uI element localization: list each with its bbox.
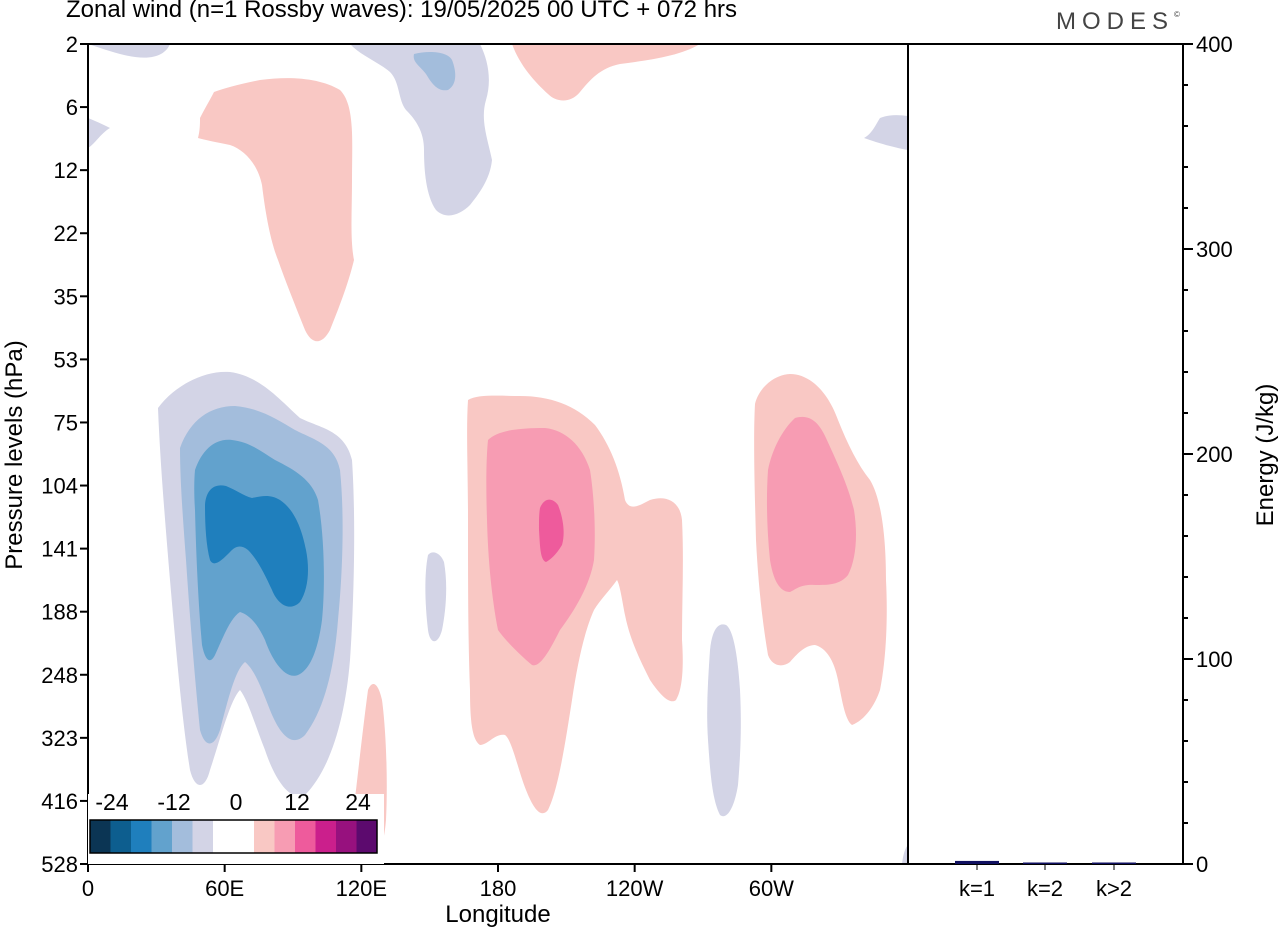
longitude-tick-label: 120W [606, 876, 664, 901]
longitude-tick-label: 180 [480, 876, 517, 901]
colorbar-label: 24 [345, 789, 371, 815]
colorbar-swatch [131, 820, 152, 853]
y-axis-title: Pressure levels (hPa) [1, 340, 28, 569]
energy-category-label: k>2 [1096, 876, 1132, 901]
energy-bar [1092, 862, 1136, 864]
colorbar-border [89, 819, 378, 854]
colorbar-labels: -24 -12 0 12 24 [95, 789, 371, 815]
longitude-axis: 0 60E 120E 180 120W 60W [82, 864, 794, 901]
colorbar-swatch [151, 820, 172, 853]
contour-neg-fill [413, 52, 456, 91]
colorbar-label: 12 [284, 789, 310, 815]
pressure-tick-label: 75 [54, 410, 78, 435]
contour-neg-fill [902, 845, 908, 864]
colorbar-swatch [295, 820, 316, 853]
pressure-tick-label: 248 [41, 663, 78, 688]
pressure-tick-label: 188 [41, 600, 78, 625]
colorbar-swatch [192, 820, 213, 853]
longitude-tick-label: 0 [82, 876, 94, 901]
energy-bars [955, 860, 1136, 864]
energy-tick-label: 400 [1196, 32, 1233, 57]
pressure-tick-label: 53 [54, 347, 78, 372]
longitude-tick-label: 60E [205, 876, 244, 901]
contour-pos-fill [766, 416, 856, 592]
energy-category-label: k=2 [1027, 876, 1063, 901]
contour-neg-fill [88, 44, 170, 58]
energy-tick-label: 200 [1196, 442, 1233, 467]
pressure-axis: 2 6 12 22 35 53 75 104 141 188 248 323 416 528 [41, 32, 88, 877]
brand-text: MODES [1056, 8, 1175, 35]
x-axis-title: Longitude [445, 901, 550, 928]
pressure-tick-label: 6 [66, 95, 78, 120]
colorbar-swatch [315, 820, 336, 853]
contour-pos-fill [198, 78, 354, 342]
pressure-tick-label: 35 [54, 284, 78, 309]
longitude-tick-label: 120E [336, 876, 387, 901]
contour-neg-fill [425, 552, 447, 642]
energy-axis-title: Energy (J/kg) [1252, 384, 1279, 527]
colorbar-swatch [90, 820, 111, 853]
colorbar-swatch [274, 820, 295, 853]
energy-tick-label: 100 [1196, 647, 1233, 672]
pressure-tick-label: 104 [41, 474, 78, 499]
pressure-tick-label: 323 [41, 726, 78, 751]
colorbar-swatch [254, 820, 275, 853]
contour-neg-fill [88, 118, 110, 148]
energy-categories: k=1 k=2 k>2 [959, 864, 1132, 901]
longitude-tick-label: 60W [749, 876, 794, 901]
energy-bar [1023, 862, 1067, 864]
energy-tick-label: 300 [1196, 237, 1233, 262]
pressure-tick-label: 2 [66, 32, 78, 57]
contour-neg-fill [350, 44, 492, 216]
pressure-tick-label: 22 [54, 221, 78, 246]
colorbar-swatch [356, 820, 377, 853]
colorbar-legend: -24 -12 0 12 24 [88, 789, 384, 864]
colorbar-swatch [336, 820, 357, 853]
energy-axis: 0 100 200 300 400 [1183, 32, 1233, 877]
energy-bar [955, 860, 999, 864]
pressure-tick-label: 12 [54, 158, 78, 183]
energy-category-label: k=1 [959, 876, 995, 901]
wind-field [88, 44, 908, 864]
contour-pos-fill [539, 499, 564, 562]
contour-neg-fill [205, 485, 308, 607]
energy-plot-frame [907, 43, 1184, 865]
energy-tick-label: 0 [1196, 852, 1208, 877]
colorbar-swatch [110, 820, 131, 853]
colorbar-label: -12 [157, 789, 190, 815]
brand-logo: MODES© [1056, 8, 1180, 36]
colorbar-label: -24 [95, 789, 128, 815]
pressure-tick-label: 528 [41, 852, 78, 877]
chart-title: Zonal wind (n=1 Rossby waves): 19/05/202… [66, 0, 738, 23]
pressure-tick-label: 141 [41, 537, 78, 562]
colorbar-swatch [172, 820, 193, 853]
colorbar-swatch [213, 820, 234, 853]
contour-neg-fill [864, 115, 908, 150]
brand-mark: © [1174, 10, 1180, 19]
contour-pos-fill [512, 44, 700, 101]
colorbar-label: 0 [230, 789, 243, 815]
contour-neg-fill [707, 624, 741, 817]
colorbar-swatches [89, 819, 378, 854]
colorbar-swatch [233, 820, 254, 853]
pressure-tick-label: 416 [41, 789, 78, 814]
